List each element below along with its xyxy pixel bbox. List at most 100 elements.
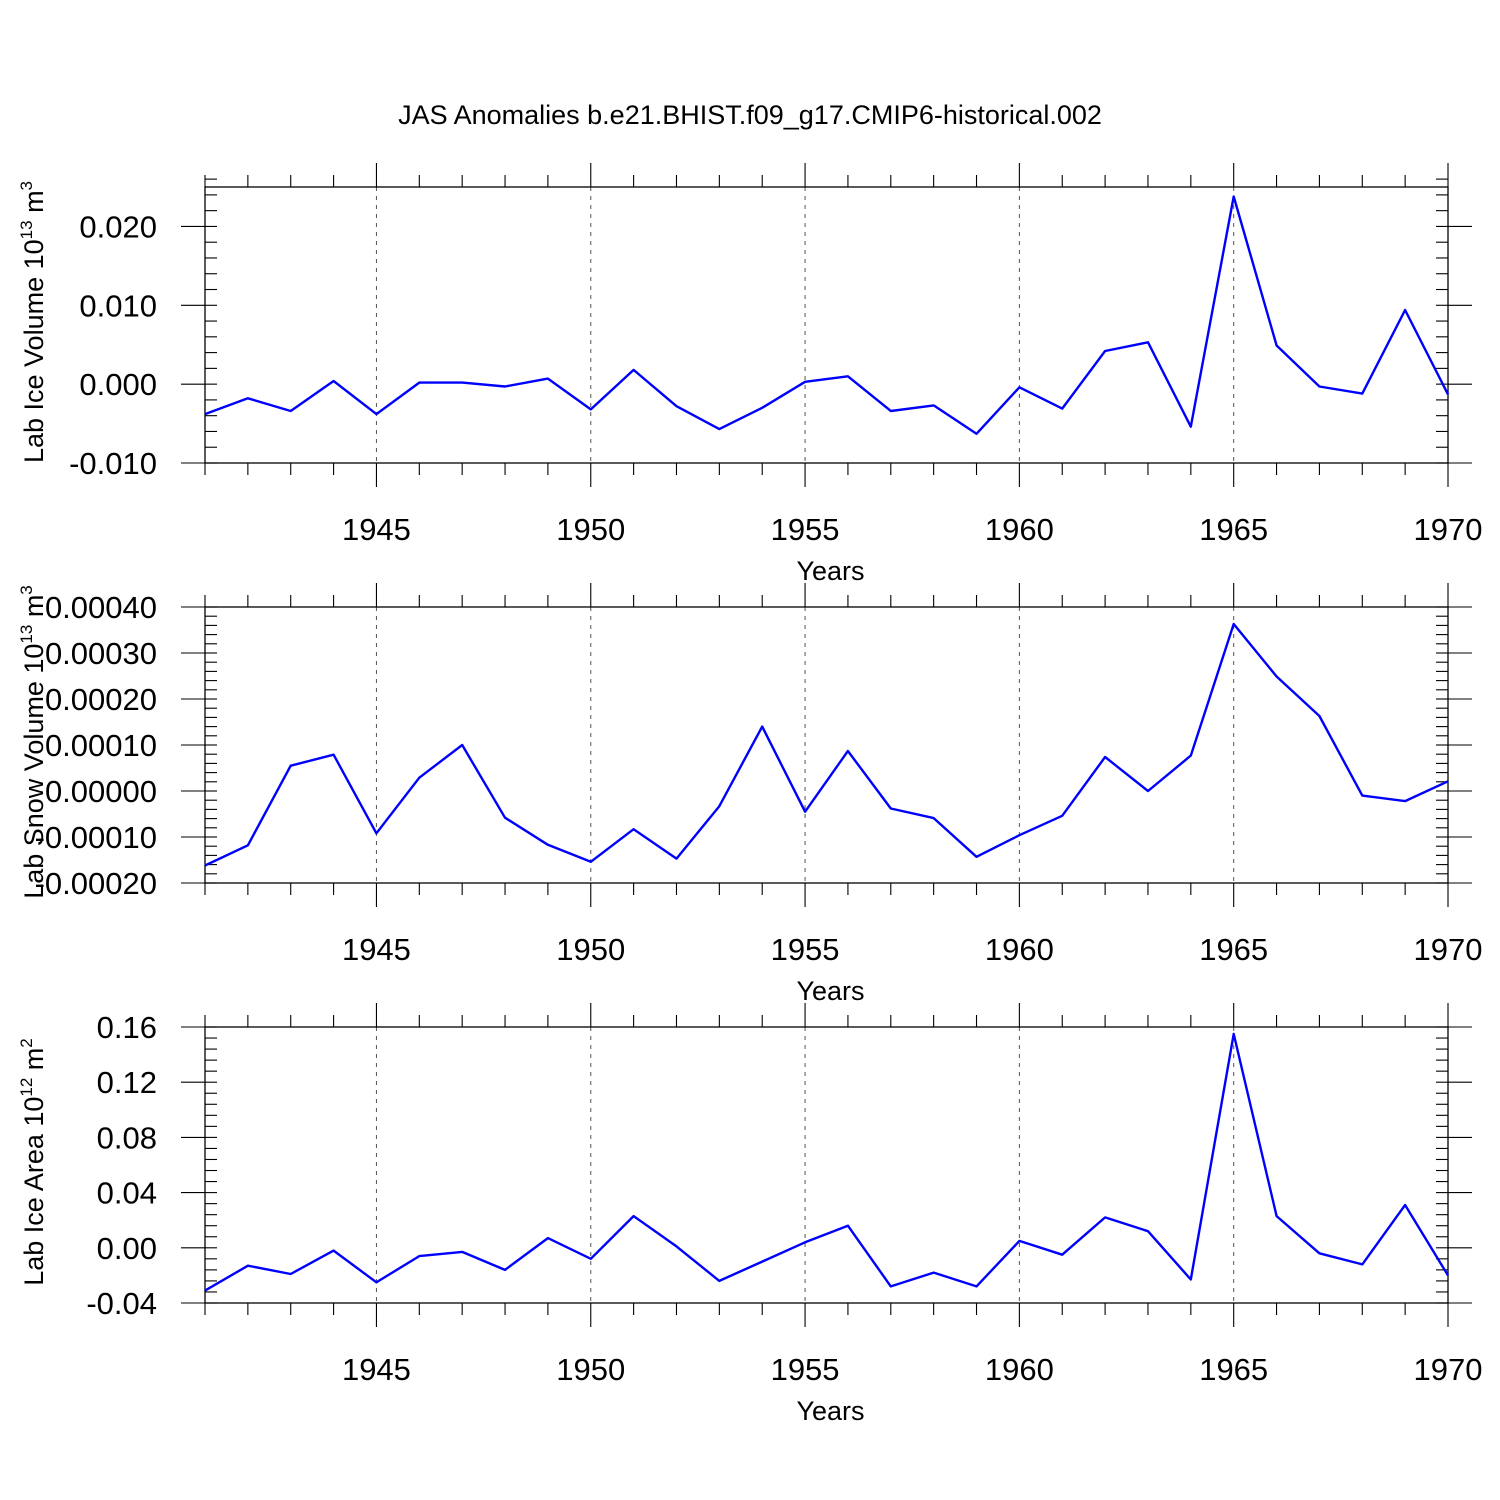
x-tick-label: 1955 [771,1352,840,1387]
data-point [589,407,593,411]
data-point [1017,833,1021,837]
data-point [760,725,764,729]
y-tick-label: 0.00 [97,1231,157,1266]
y-tick-label: 0.04 [97,1176,157,1211]
data-point [289,409,293,413]
data-point [760,406,764,410]
data-point [889,409,893,413]
data-point [1189,1278,1193,1282]
data-point [1189,425,1193,429]
y-tick-label: 0.12 [97,1065,157,1100]
y-tick-label: -0.00010 [35,820,157,855]
data-point [203,1289,207,1293]
data-point [803,810,807,814]
series-line [204,195,1450,435]
data-point [803,380,807,384]
data-point [1360,794,1364,798]
y-tick-label: 0.00040 [45,590,157,625]
x-tick-label: 1965 [1199,1352,1268,1387]
data-point [803,1240,807,1244]
x-tick-label: 1970 [1414,932,1483,967]
panel-1: -0.010 0.000 0.010 0.020 1945 1950 1955 1960 196… [17,163,1482,586]
x-tick-label: 1960 [985,512,1054,547]
x-tick-label: 1955 [771,932,840,967]
data-point [1317,714,1321,718]
data-point [1017,385,1021,389]
data-point [1403,1203,1407,1207]
data-point [417,1254,421,1258]
plot-frame [204,1026,1449,1304]
x-tick-label: 1960 [985,932,1054,967]
y-tick-label: 0.00030 [45,636,157,671]
data-point [674,1244,678,1248]
data-point [932,403,936,407]
data-point [1017,1239,1021,1243]
data-point [246,1264,250,1268]
data-point [1275,1214,1279,1218]
data-point [846,1224,850,1228]
data-point [460,1250,464,1254]
data-point [889,1284,893,1288]
data-point [1403,799,1407,803]
y-tick-label: 0.08 [97,1120,157,1155]
plot-frame [204,186,1449,464]
y-tick-label: 0.16 [97,1010,157,1045]
data-point [1232,622,1236,626]
data-point [975,1284,979,1288]
data-point [632,827,636,831]
data-point [1446,392,1450,396]
x-axis-title: Years [796,556,864,586]
x-tick-label: 1965 [1199,512,1268,547]
data-point [1275,674,1279,678]
x-tick-label: 1950 [556,932,625,967]
x-tick-label: 1960 [985,1352,1054,1387]
x-tick-label: 1945 [342,512,411,547]
data-point [1403,308,1407,312]
y-tick-label: -0.04 [86,1286,157,1321]
data-point [417,776,421,780]
data-point [1446,1273,1450,1277]
y-axis-title: Lab Snow Volume 1013 m3 [17,585,49,899]
data-point [503,1268,507,1272]
data-point [417,381,421,385]
data-point [1060,814,1064,818]
data-point [546,377,550,381]
data-point [1103,1215,1107,1219]
data-point [674,404,678,408]
data-point [1275,344,1279,348]
x-tick-label: 1945 [342,1352,411,1387]
data-point [1317,385,1321,389]
data-point [289,1272,293,1276]
y-tick-label: -0.010 [69,446,157,481]
data-point [932,816,936,820]
x-tick-label: 1965 [1199,932,1268,967]
data-point [760,1260,764,1264]
data-point [1103,349,1107,353]
y-axis-title: Lab Ice Area 1012 m2 [17,1038,49,1286]
chart-title: JAS Anomalies b.e21.BHIST.f09_g17.CMIP6-… [398,100,1102,130]
data-point [374,831,378,835]
data-point [374,412,378,416]
x-axis-title: Years [796,976,864,1006]
data-point [289,764,293,768]
data-point [1060,407,1064,411]
data-point [203,412,207,416]
y-tick-label: -0.00020 [35,866,157,901]
y-tick-label: 0.00020 [45,682,157,717]
x-tick-label: 1955 [771,512,840,547]
data-point [674,857,678,861]
data-point [589,1257,593,1261]
data-point [460,381,464,385]
data-point [546,1236,550,1240]
data-point [846,749,850,753]
data-point [1232,1032,1236,1036]
data-point [717,804,721,808]
data-point [1360,392,1364,396]
data-point [246,843,250,847]
data-point [1146,340,1150,344]
data-point [332,379,336,383]
data-point [203,864,207,868]
series-line [204,622,1449,867]
y-tick-label: 0.020 [79,209,157,244]
